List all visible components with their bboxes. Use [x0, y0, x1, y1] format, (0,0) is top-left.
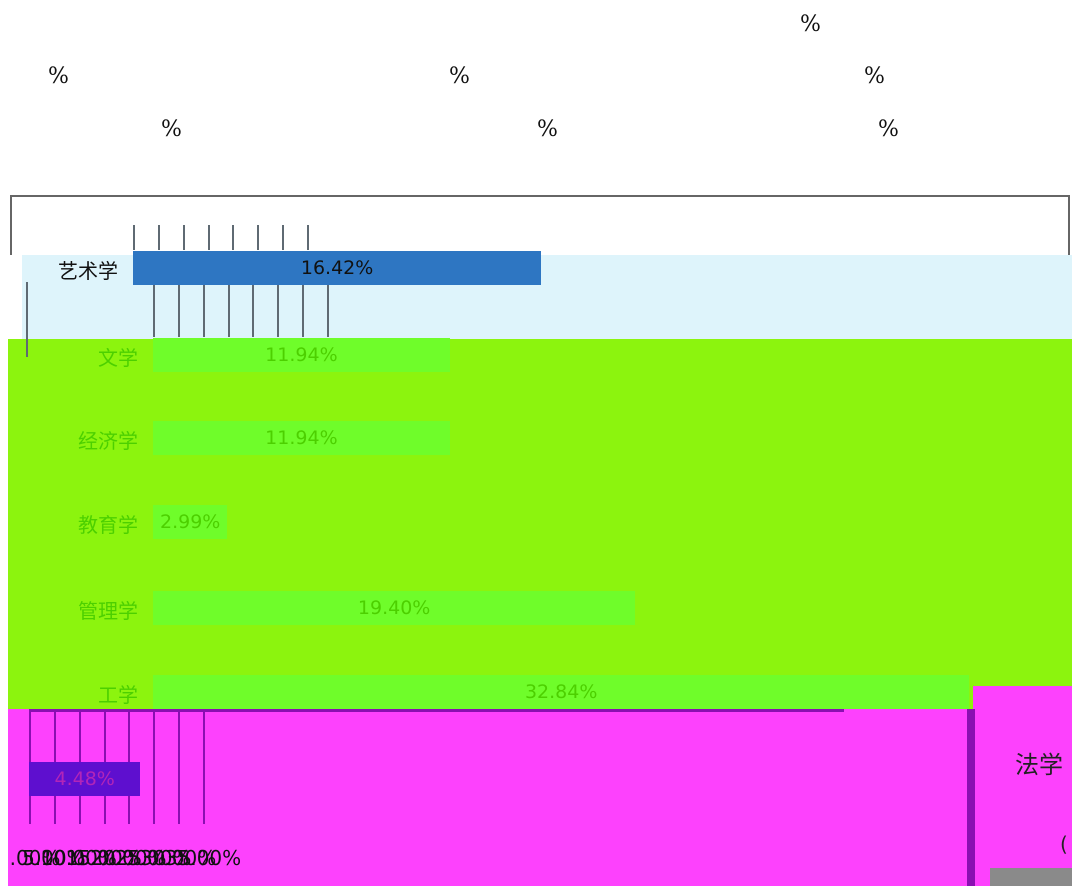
percent-mark: % [864, 64, 885, 89]
category-label: 工学 [98, 683, 138, 707]
category-label: 管理学 [78, 599, 138, 623]
gridline [277, 255, 280, 337]
gridline [227, 255, 230, 337]
gridline [153, 255, 155, 337]
bar-data-label: 4.48% [54, 768, 115, 790]
gridline [182, 225, 185, 250]
category-label: 教育学 [78, 513, 138, 537]
gridline [177, 255, 180, 337]
x-tick-label: .00% [9, 846, 61, 870]
gridline [257, 225, 260, 250]
category-label: 文学 [98, 346, 138, 370]
gridline [302, 255, 305, 337]
chart-band-white [10, 195, 1072, 255]
bar [133, 251, 542, 285]
x-tick-label: 35.00% [164, 846, 242, 870]
x-tick-label: 30.00% [140, 846, 217, 870]
x-tick-label: 10.00% [40, 846, 117, 870]
frame-right [1068, 195, 1070, 255]
gridline [157, 225, 160, 250]
category-label: 艺术学 [58, 259, 118, 283]
bar-data-label: 2.99% [159, 511, 221, 533]
category-label: 经济学 [78, 429, 138, 453]
bar [153, 591, 636, 625]
x-tick-label: 15.00% [65, 846, 142, 870]
percent-mark: % [537, 117, 558, 142]
percent-mark: % [48, 64, 69, 89]
gridline [232, 225, 235, 250]
bar [153, 505, 228, 539]
bar-data-label: 32.84% [524, 681, 598, 703]
side-panel-frame [967, 709, 975, 886]
gridline [327, 255, 330, 337]
gridline [252, 255, 255, 337]
gridline [202, 255, 205, 337]
axis-line [26, 282, 28, 357]
frame-left [10, 195, 12, 255]
x-tick-label: 25.00% [115, 846, 192, 870]
percent-mark: % [800, 12, 821, 37]
gridline [153, 712, 156, 824]
side-panel-value: ( [1060, 832, 1068, 856]
side-panel [973, 686, 1072, 886]
percent-mark: % [161, 117, 182, 142]
bar-data-label: 11.94% [265, 427, 338, 449]
bar-data-label: 11.94% [265, 344, 338, 366]
side-panel-bar [990, 868, 1072, 886]
chart-band-pink [8, 709, 973, 886]
gridline [282, 225, 285, 250]
frame-top [10, 195, 1070, 197]
bar [153, 421, 450, 455]
gridline [178, 712, 181, 824]
gridline [207, 225, 210, 250]
x-tick-label: 5.00% [22, 846, 86, 870]
bar-data-label: 19.40% [357, 597, 431, 619]
x-tick-label: 20.00% [90, 846, 167, 870]
bar [153, 675, 970, 709]
bar-data-label: 16.42% [300, 257, 374, 279]
bar [153, 338, 450, 372]
percent-mark: % [878, 117, 899, 142]
bar [29, 762, 141, 796]
side-panel-label: 法学 [1015, 751, 1063, 779]
gridline [203, 712, 206, 824]
gridline [133, 225, 135, 250]
gridline [307, 225, 310, 250]
percent-mark: % [449, 64, 470, 89]
axis-line [29, 709, 844, 712]
